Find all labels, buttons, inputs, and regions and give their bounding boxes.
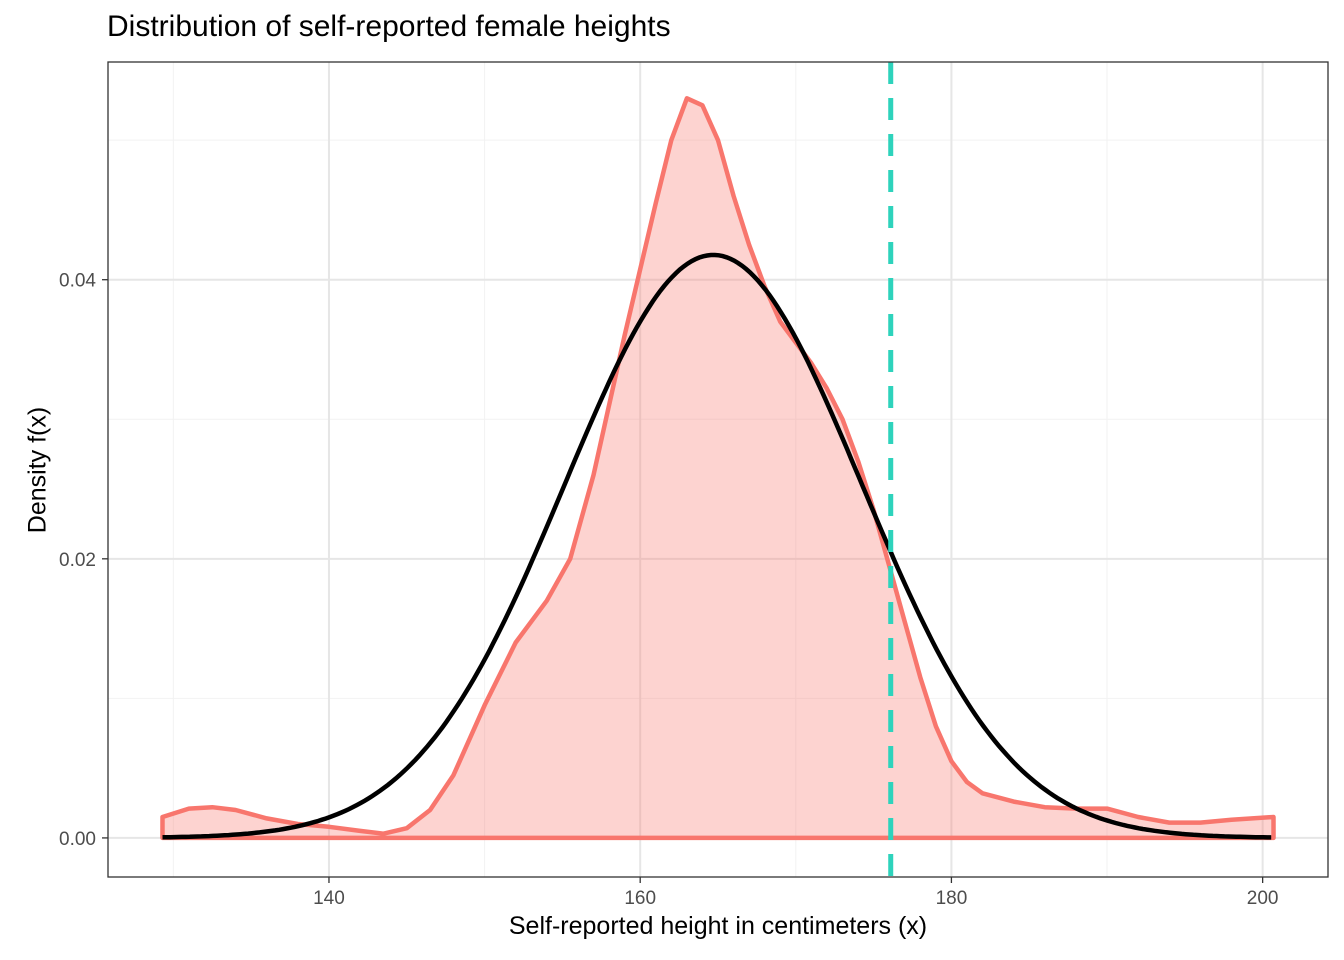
x-tick-label: 200 [1247, 888, 1279, 909]
x-tick-label: 160 [624, 888, 656, 909]
x-tick-label: 180 [936, 888, 968, 909]
chart-title: Distribution of self-reported female hei… [107, 10, 671, 43]
x-axis-label: Self-reported height in centimeters (x) [508, 912, 928, 940]
y-tick-label: 0.04 [59, 271, 96, 292]
normal-curve [162, 252, 1272, 840]
y-tick-label: 0.02 [59, 550, 96, 571]
panel-border [107, 61, 1329, 878]
y-tick-label: 0.00 [59, 829, 96, 850]
x-tick-label: 140 [313, 888, 345, 909]
density-curve [160, 96, 1276, 841]
